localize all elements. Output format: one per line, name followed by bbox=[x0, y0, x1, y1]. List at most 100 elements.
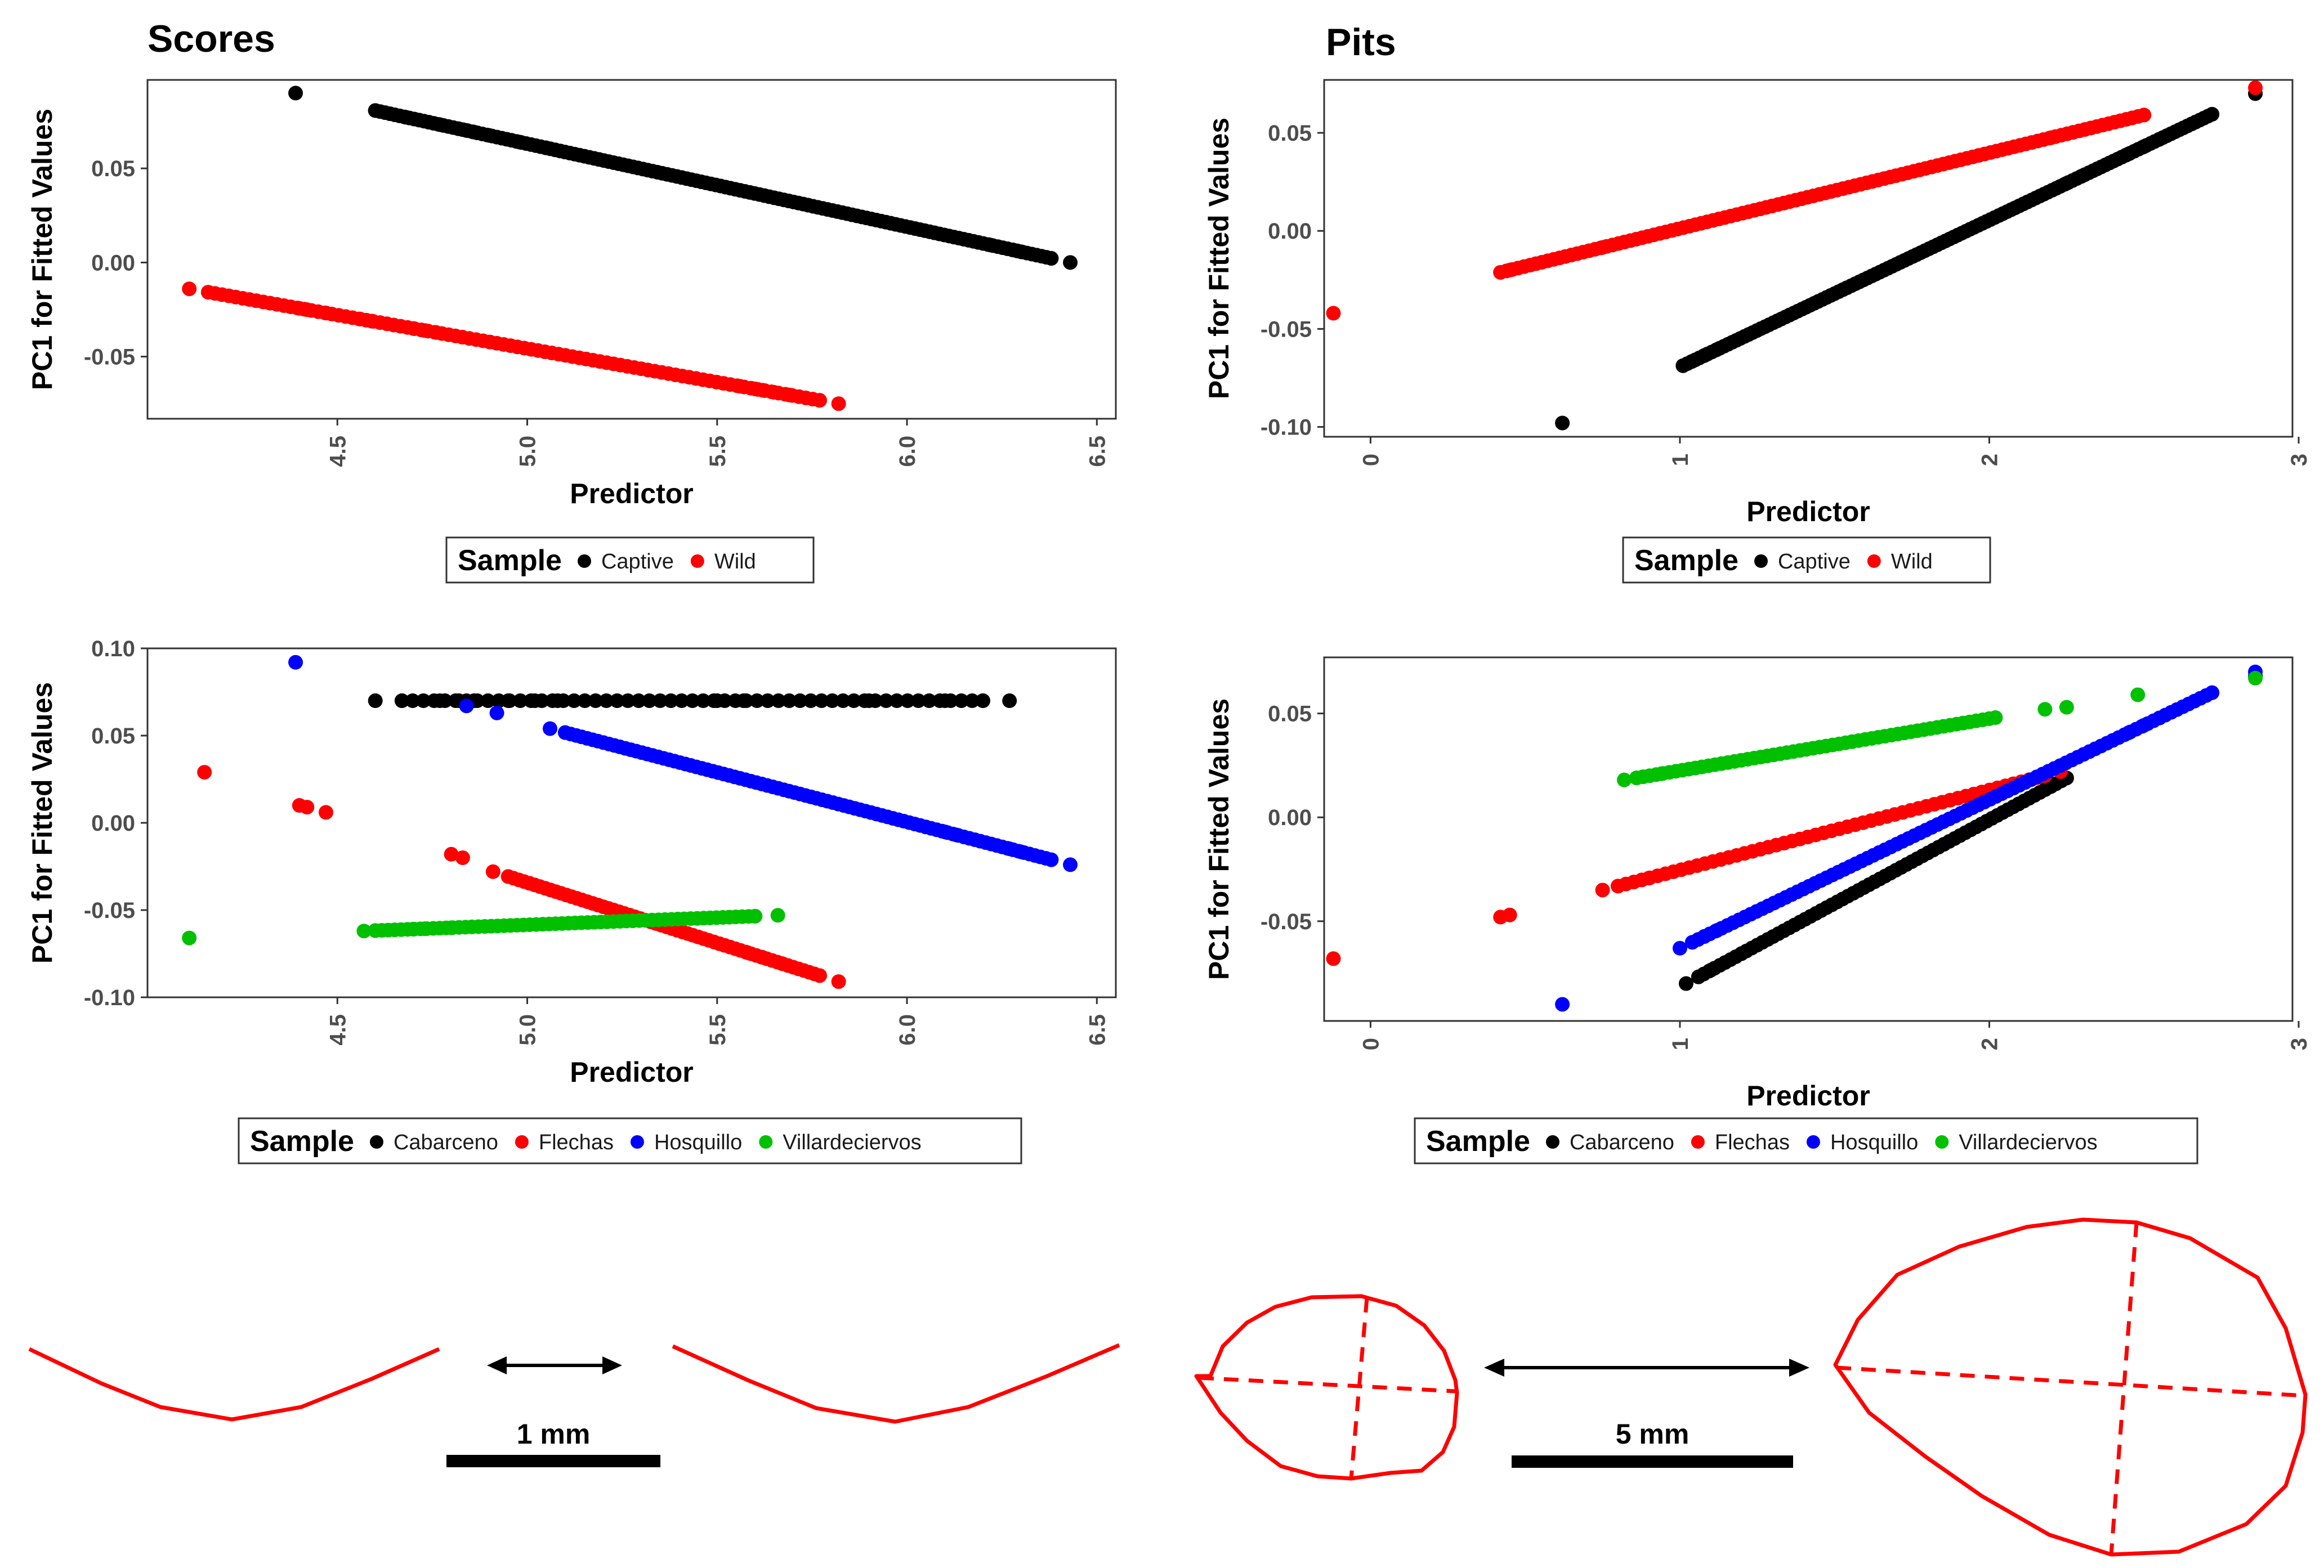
x-tick-label: 5.5 bbox=[705, 1014, 730, 1046]
scores-profile-large bbox=[672, 1343, 1120, 1424]
pits-bottom-plot-area bbox=[1323, 656, 2294, 1022]
data-point bbox=[1709, 342, 1724, 357]
x-tick-label: 2 bbox=[1977, 1038, 2002, 1050]
pit-large-length-axis bbox=[1836, 1365, 2306, 1398]
series-captive bbox=[1555, 86, 2263, 431]
x-tick-label: 2 bbox=[1977, 454, 2002, 466]
data-point bbox=[1697, 929, 1712, 944]
series-wild bbox=[1326, 80, 2263, 321]
x-tick-label: 5.0 bbox=[516, 436, 540, 467]
data-point bbox=[748, 908, 763, 924]
data-point bbox=[459, 698, 474, 714]
legend-key bbox=[1754, 554, 1768, 568]
data-point bbox=[749, 693, 765, 708]
data-point bbox=[755, 383, 770, 398]
data-point bbox=[696, 693, 711, 708]
data-point bbox=[831, 396, 846, 411]
x-tick-label: 6.0 bbox=[895, 436, 920, 467]
data-point bbox=[781, 387, 797, 402]
x-axis-title: Predictor bbox=[570, 1056, 694, 1088]
y-tick-label: 0.05 bbox=[1268, 702, 1312, 727]
x-tick-label: 0 bbox=[1358, 1038, 1383, 1050]
data-point bbox=[2044, 130, 2059, 145]
data-point bbox=[467, 124, 482, 140]
legend-key bbox=[630, 1135, 644, 1149]
y-tick-label: -0.05 bbox=[1261, 317, 1312, 342]
y-tick-label: -0.05 bbox=[84, 345, 135, 370]
legend-label: Cabarceno bbox=[1570, 1131, 1674, 1154]
y-tick-label: 0.00 bbox=[91, 811, 135, 836]
y-tick-label: -0.05 bbox=[84, 898, 135, 923]
data-point bbox=[736, 693, 751, 708]
data-point bbox=[1002, 693, 1017, 708]
series-flechas bbox=[197, 765, 846, 989]
x-tick-label: 4.5 bbox=[325, 1014, 350, 1046]
data-point bbox=[900, 693, 915, 708]
x-tick-label: 3 bbox=[2287, 454, 2312, 466]
pit-outline-large bbox=[1833, 1217, 2308, 1557]
scores-bottom-panel: -0.10 -0.05 0.00 0.05 0.10 4.5 5.0 5.5 6.0 6.5 Pre… bbox=[26, 637, 1117, 1088]
x-axis-title: Predictor bbox=[1746, 496, 1870, 527]
x-tick-label: 6.5 bbox=[1085, 436, 1110, 467]
data-point bbox=[911, 693, 926, 708]
data-point bbox=[652, 693, 668, 708]
data-point bbox=[1502, 262, 1517, 277]
data-point bbox=[428, 325, 444, 340]
data-point bbox=[1684, 353, 1700, 369]
pits-scale-label: 5 mm bbox=[1616, 1418, 1690, 1450]
data-point bbox=[949, 827, 964, 843]
data-point bbox=[182, 930, 197, 946]
data-point bbox=[2152, 710, 2167, 725]
series-hosquillo bbox=[1555, 664, 2263, 1012]
data-point bbox=[550, 693, 565, 708]
y-tick-label: 0.00 bbox=[1268, 219, 1312, 244]
y-tick-label: -0.10 bbox=[1261, 415, 1312, 440]
legend-key bbox=[690, 554, 704, 568]
data-point bbox=[2121, 725, 2136, 741]
data-point bbox=[1617, 235, 1632, 250]
data-point bbox=[2152, 132, 2167, 147]
data-point bbox=[2059, 700, 2074, 715]
y-tick-label: 0.05 bbox=[1268, 121, 1312, 146]
data-point bbox=[2205, 685, 2220, 700]
y-tick-label: -0.05 bbox=[1261, 910, 1312, 934]
data-point bbox=[398, 110, 413, 125]
data-point bbox=[577, 693, 592, 708]
data-point bbox=[455, 850, 470, 865]
x-tick-label: 5.5 bbox=[705, 436, 730, 467]
legend-label: Hosquillo bbox=[1830, 1131, 1918, 1154]
data-point bbox=[542, 721, 557, 736]
data-point bbox=[1672, 940, 1687, 956]
pit-outline-small bbox=[1194, 1294, 1459, 1481]
data-point bbox=[557, 725, 573, 740]
series-hosquillo bbox=[288, 655, 1078, 872]
data-point bbox=[416, 693, 431, 708]
data-point bbox=[685, 693, 700, 708]
data-point bbox=[1678, 976, 1693, 991]
data-point bbox=[1595, 882, 1610, 898]
data-point bbox=[610, 693, 625, 708]
scores-double-arrow bbox=[487, 1356, 622, 1374]
legend-key bbox=[1935, 1135, 1949, 1149]
x-tick-label: 0 bbox=[1358, 454, 1383, 466]
data-point bbox=[444, 846, 459, 862]
data-point bbox=[620, 693, 636, 708]
data-point bbox=[831, 974, 846, 989]
legend-label: Cabarceno bbox=[394, 1131, 498, 1154]
data-point bbox=[2248, 670, 2263, 686]
data-point bbox=[432, 117, 448, 132]
data-point bbox=[417, 323, 432, 338]
pits-bottom-panel: -0.05 0.00 0.05 0 1 2 3 Predictor PC1 for Fitted… bbox=[1203, 656, 2312, 1112]
data-point bbox=[2044, 779, 2059, 794]
data-point bbox=[200, 285, 216, 300]
data-point bbox=[766, 384, 781, 400]
data-point bbox=[1063, 255, 1078, 270]
scores-section-title: Scores bbox=[148, 17, 275, 60]
scores-bottom-legend: Sample Cabarceno Flechas Hosquillo Villardec… bbox=[238, 1117, 1022, 1164]
pits-top-panel: -0.10 -0.05 0.00 0.05 0 1 2 3 Predictor PC1 for F… bbox=[1203, 79, 2312, 527]
data-point bbox=[732, 379, 748, 394]
legend-key bbox=[369, 1135, 383, 1149]
data-point bbox=[2121, 146, 2136, 162]
data-point bbox=[432, 693, 448, 708]
data-point bbox=[812, 968, 827, 983]
